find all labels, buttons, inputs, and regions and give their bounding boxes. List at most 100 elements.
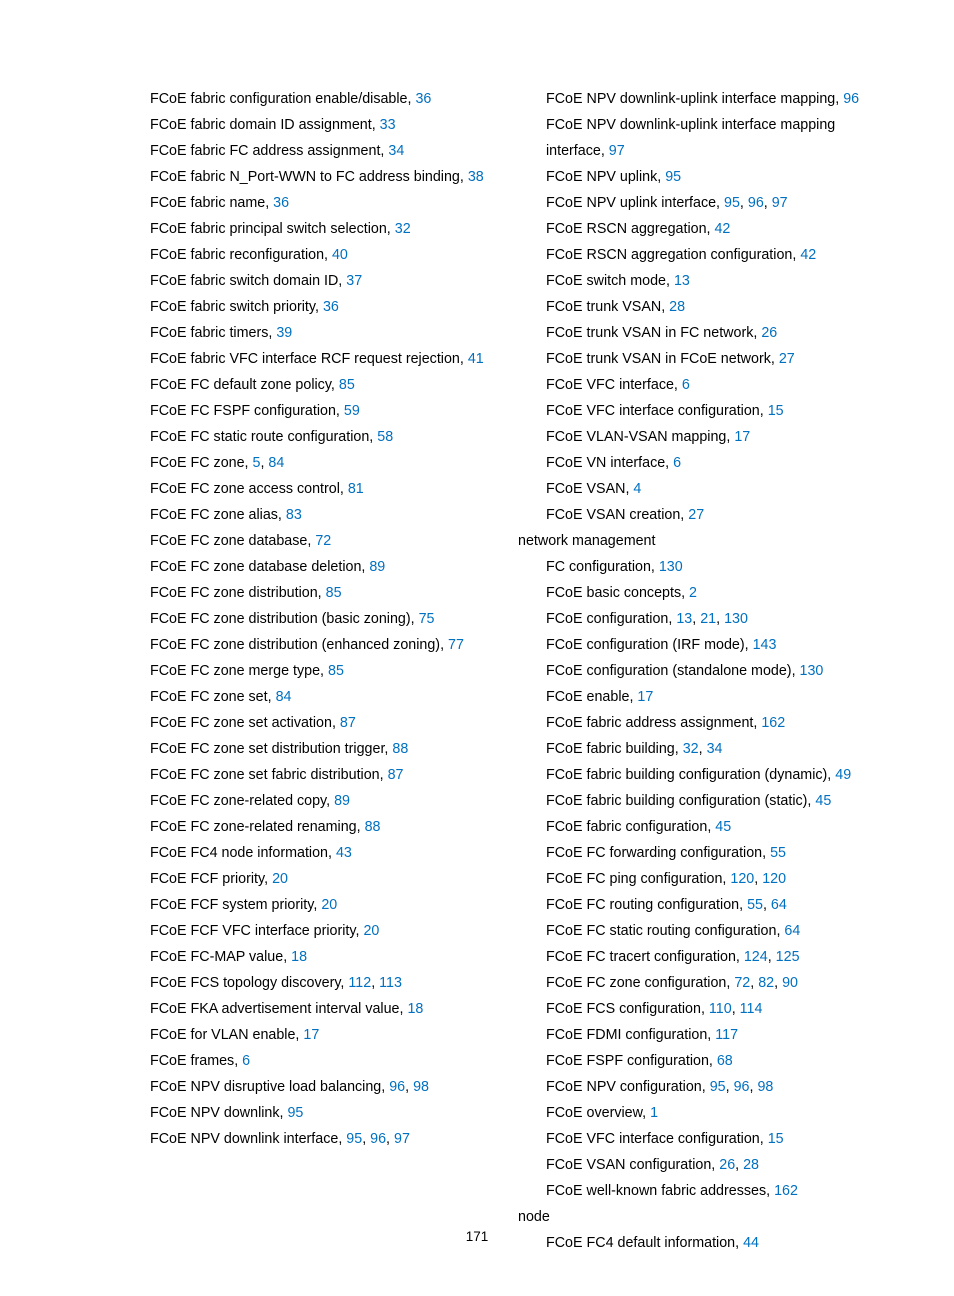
page-link[interactable]: 49 bbox=[835, 767, 851, 783]
page-link[interactable]: 85 bbox=[339, 377, 355, 393]
page-link[interactable]: 59 bbox=[344, 403, 360, 419]
page-link[interactable]: 26 bbox=[761, 325, 777, 341]
page-link[interactable]: 15 bbox=[768, 403, 784, 419]
page-link[interactable]: 6 bbox=[673, 455, 681, 471]
page-link[interactable]: 89 bbox=[369, 559, 385, 575]
page-link[interactable]: 17 bbox=[637, 689, 653, 705]
page-link[interactable]: 97 bbox=[394, 1131, 410, 1147]
page-link[interactable]: 43 bbox=[336, 845, 352, 861]
page-link[interactable]: 120 bbox=[730, 871, 754, 887]
page-link[interactable]: 15 bbox=[768, 1131, 784, 1147]
page-link[interactable]: 45 bbox=[715, 819, 731, 835]
page-link[interactable]: 58 bbox=[377, 429, 393, 445]
page-link[interactable]: 125 bbox=[776, 949, 800, 965]
page-link[interactable]: 88 bbox=[392, 741, 408, 757]
page-link[interactable]: 27 bbox=[779, 351, 795, 367]
page-link[interactable]: 75 bbox=[419, 611, 435, 627]
page-link[interactable]: 114 bbox=[740, 1001, 763, 1017]
page-link[interactable]: 32 bbox=[395, 221, 411, 237]
page-link[interactable]: 162 bbox=[774, 1183, 798, 1199]
page-link[interactable]: 33 bbox=[380, 117, 396, 133]
page-link[interactable]: 81 bbox=[348, 481, 364, 497]
page-link[interactable]: 1 bbox=[650, 1105, 658, 1121]
page-link[interactable]: 26 bbox=[719, 1157, 735, 1173]
page-link[interactable]: 6 bbox=[242, 1053, 250, 1069]
page-link[interactable]: 42 bbox=[800, 247, 816, 263]
page-link[interactable]: 88 bbox=[365, 819, 381, 835]
page-link[interactable]: 95 bbox=[724, 195, 740, 211]
page-link[interactable]: 55 bbox=[770, 845, 786, 861]
page-link[interactable]: 130 bbox=[800, 663, 824, 679]
page-link[interactable]: 20 bbox=[272, 871, 288, 887]
page-link[interactable]: 77 bbox=[448, 637, 464, 653]
page-link[interactable]: 96 bbox=[370, 1131, 386, 1147]
page-link[interactable]: 64 bbox=[771, 897, 787, 913]
page-link[interactable]: 95 bbox=[710, 1079, 726, 1095]
page-link[interactable]: 96 bbox=[734, 1079, 750, 1095]
page-link[interactable]: 95 bbox=[346, 1131, 362, 1147]
page-link[interactable]: 96 bbox=[843, 91, 859, 107]
page-link[interactable]: 28 bbox=[669, 299, 685, 315]
page-link[interactable]: 130 bbox=[724, 611, 748, 627]
page-link[interactable]: 83 bbox=[286, 507, 302, 523]
page-link[interactable]: 36 bbox=[415, 91, 431, 107]
page-link[interactable]: 45 bbox=[815, 793, 831, 809]
page-link[interactable]: 98 bbox=[413, 1079, 429, 1095]
page-link[interactable]: 36 bbox=[273, 195, 289, 211]
page-link[interactable]: 87 bbox=[340, 715, 356, 731]
page-link[interactable]: 64 bbox=[784, 923, 800, 939]
page-link[interactable]: 32 bbox=[683, 741, 699, 757]
page-link[interactable]: 39 bbox=[276, 325, 292, 341]
page-link[interactable]: 27 bbox=[688, 507, 704, 523]
page-link[interactable]: 85 bbox=[328, 663, 344, 679]
page-link[interactable]: 68 bbox=[717, 1053, 733, 1069]
page-link[interactable]: 162 bbox=[761, 715, 785, 731]
page-link[interactable]: 18 bbox=[407, 1001, 423, 1017]
page-link[interactable]: 95 bbox=[287, 1105, 303, 1121]
page-link[interactable]: 13 bbox=[674, 273, 690, 289]
page-link[interactable]: 120 bbox=[762, 871, 786, 887]
page-link[interactable]: 87 bbox=[388, 767, 404, 783]
page-link[interactable]: 143 bbox=[753, 637, 777, 653]
page-link[interactable]: 85 bbox=[326, 585, 342, 601]
page-link[interactable]: 42 bbox=[714, 221, 730, 237]
page-link[interactable]: 117 bbox=[715, 1027, 738, 1043]
page-link[interactable]: 96 bbox=[389, 1079, 405, 1095]
page-link[interactable]: 110 bbox=[709, 1001, 732, 1017]
page-link[interactable]: 84 bbox=[268, 455, 284, 471]
page-link[interactable]: 72 bbox=[315, 533, 331, 549]
page-link[interactable]: 82 bbox=[758, 975, 774, 991]
page-link[interactable]: 18 bbox=[291, 949, 307, 965]
page-link[interactable]: 36 bbox=[323, 299, 339, 315]
page-link[interactable]: 124 bbox=[744, 949, 768, 965]
page-link[interactable]: 96 bbox=[748, 195, 764, 211]
page-link[interactable]: 17 bbox=[303, 1027, 319, 1043]
page-link[interactable]: 17 bbox=[734, 429, 750, 445]
page-link[interactable]: 34 bbox=[388, 143, 404, 159]
page-link[interactable]: 28 bbox=[743, 1157, 759, 1173]
page-link[interactable]: 2 bbox=[689, 585, 697, 601]
page-link[interactable]: 95 bbox=[665, 169, 681, 185]
page-link[interactable]: 4 bbox=[633, 481, 641, 497]
page-link[interactable]: 97 bbox=[609, 143, 625, 159]
page-link[interactable]: 20 bbox=[321, 897, 337, 913]
page-link[interactable]: 6 bbox=[682, 377, 690, 393]
page-link[interactable]: 55 bbox=[747, 897, 763, 913]
page-link[interactable]: 20 bbox=[363, 923, 379, 939]
page-link[interactable]: 98 bbox=[757, 1079, 773, 1095]
page-link[interactable]: 72 bbox=[734, 975, 750, 991]
page-link[interactable]: 21 bbox=[700, 611, 716, 627]
page-link[interactable]: 84 bbox=[276, 689, 292, 705]
page-link[interactable]: 41 bbox=[468, 351, 484, 367]
page-link[interactable]: 38 bbox=[468, 169, 484, 185]
page-link[interactable]: 34 bbox=[707, 741, 723, 757]
page-link[interactable]: 112 bbox=[348, 975, 371, 991]
page-link[interactable]: 97 bbox=[772, 195, 788, 211]
page-link[interactable]: 113 bbox=[379, 975, 402, 991]
page-link[interactable]: 40 bbox=[332, 247, 348, 263]
page-link[interactable]: 130 bbox=[659, 559, 683, 575]
page-link[interactable]: 13 bbox=[676, 611, 692, 627]
page-link[interactable]: 37 bbox=[346, 273, 362, 289]
page-link[interactable]: 90 bbox=[782, 975, 798, 991]
page-link[interactable]: 89 bbox=[334, 793, 350, 809]
